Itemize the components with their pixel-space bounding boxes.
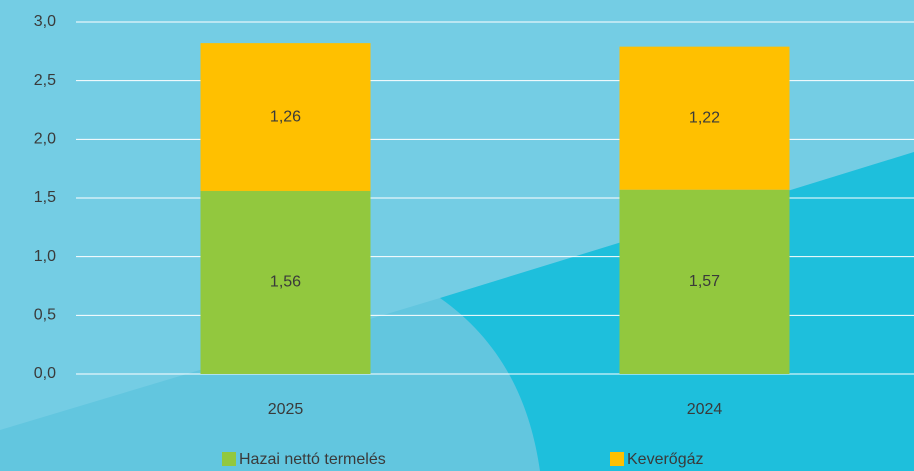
y-tick-label: 0,5 — [34, 307, 56, 324]
y-tick-label: 1,5 — [34, 189, 56, 206]
bar-segment — [619, 189, 790, 374]
y-tick-label: 3,0 — [34, 13, 56, 30]
y-tick-label: 1,0 — [34, 248, 56, 265]
legend-swatch — [222, 452, 236, 466]
legend-swatch — [610, 452, 624, 466]
y-tick-label: 0,0 — [34, 365, 56, 382]
bar-segment — [200, 43, 371, 191]
legend-label: Keverőgáz — [627, 451, 704, 468]
data-label: 1,56 — [270, 274, 301, 291]
bar-segment — [619, 46, 790, 190]
x-tick-label: 2024 — [687, 401, 723, 418]
data-label: 1,57 — [689, 273, 720, 290]
legend-label: Hazai nettó termelés — [239, 451, 386, 468]
y-tick-label: 2,5 — [34, 72, 56, 89]
x-tick-label: 2025 — [268, 401, 304, 418]
data-label: 1,26 — [270, 108, 301, 125]
y-tick-label: 2,0 — [34, 131, 56, 148]
bar-segment — [200, 190, 371, 374]
data-label: 1,22 — [689, 109, 720, 126]
